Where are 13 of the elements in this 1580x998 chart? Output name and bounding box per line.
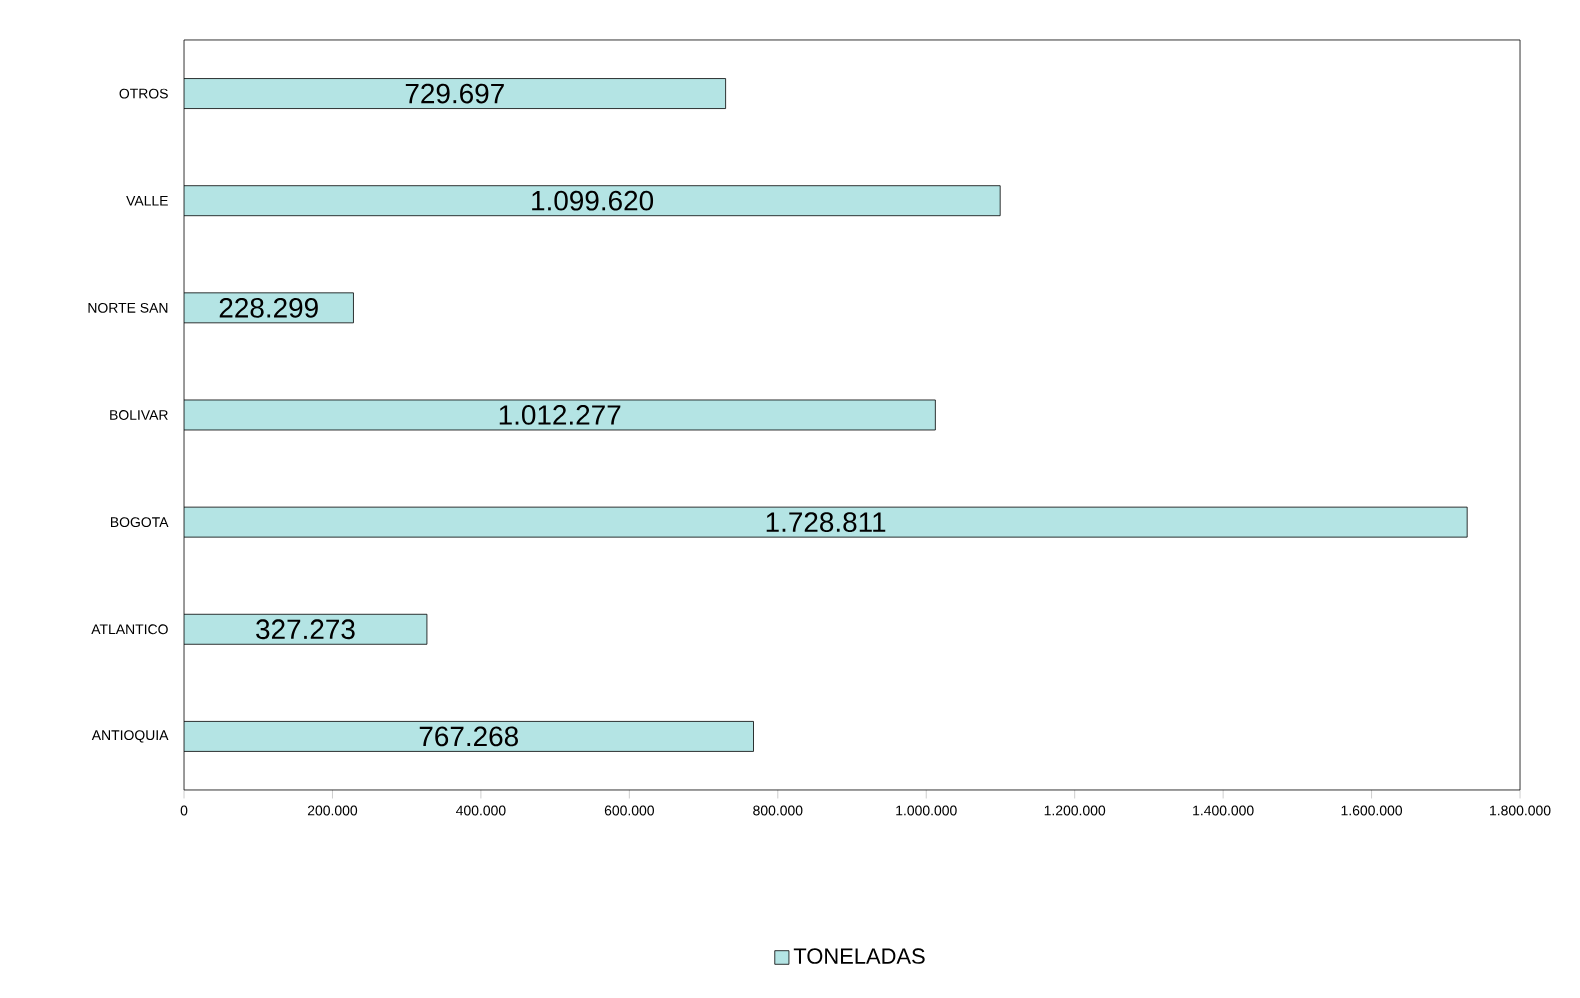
data-label: 1.728.811 xyxy=(766,512,886,533)
bar xyxy=(184,399,936,431)
data-label: 1.012.277 xyxy=(499,405,621,425)
bar xyxy=(184,185,1001,217)
legend-label: TONELADAS xyxy=(793,948,925,964)
data-label: 729.697 xyxy=(405,83,504,104)
bar xyxy=(184,721,754,752)
bar xyxy=(184,506,1468,538)
data-label: 327.273 xyxy=(256,619,355,640)
data-label: 228.299 xyxy=(219,297,318,318)
data-label: 767.268 xyxy=(419,726,518,747)
bar xyxy=(184,78,727,109)
data-label: 1.099.620 xyxy=(532,190,654,211)
